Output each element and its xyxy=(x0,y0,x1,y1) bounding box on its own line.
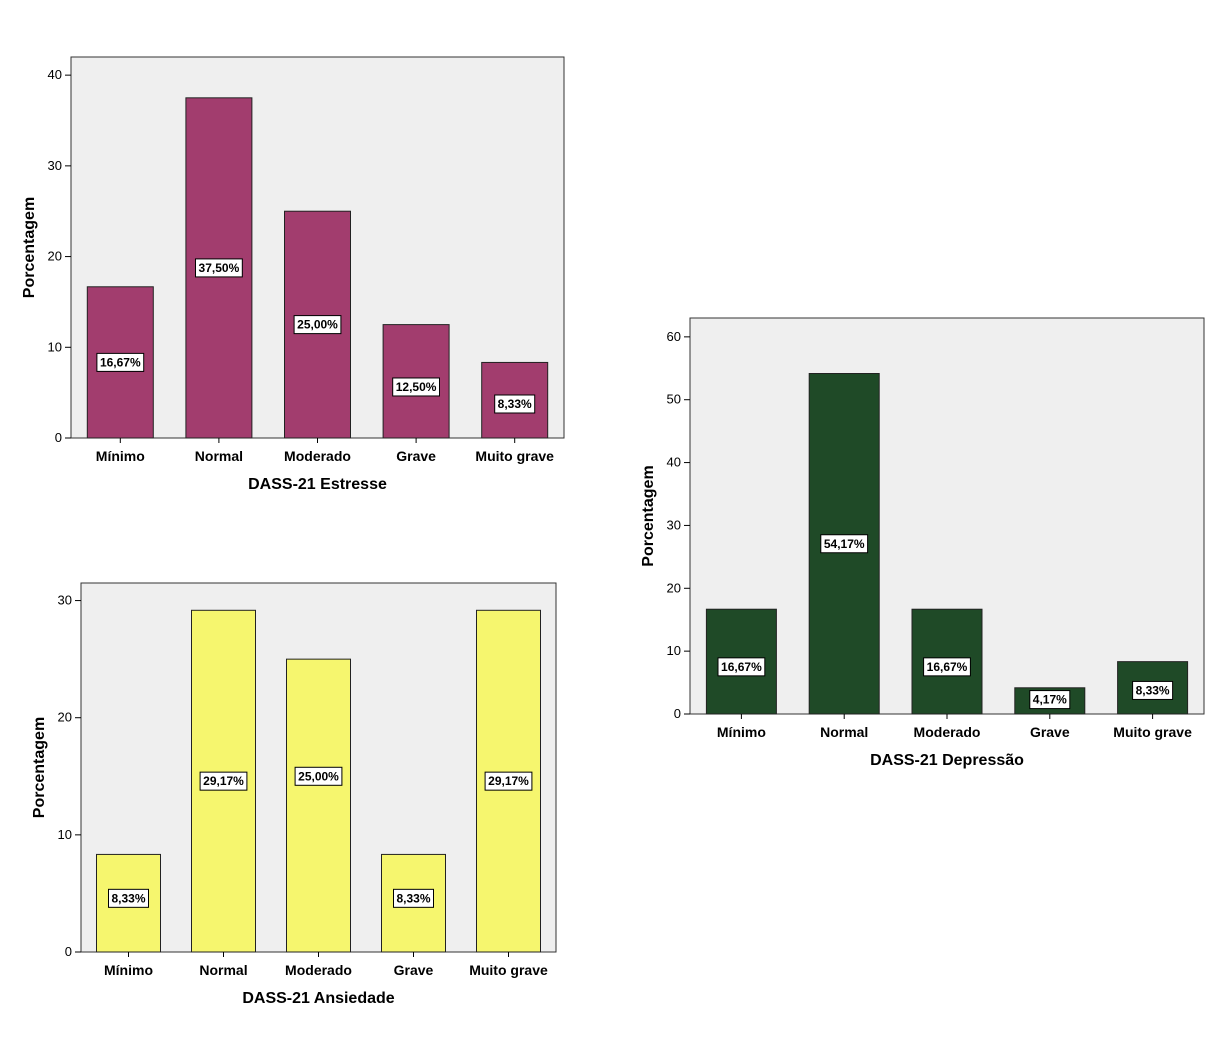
data-label-3: 16,67% xyxy=(923,657,971,677)
chart-2: 0 10 20 30 Mínimo 8,33% Normal 29,17% Moderado 25… xyxy=(31,582,557,1007)
data-label-text: 29,17% xyxy=(203,774,244,788)
data-label-box xyxy=(294,766,343,786)
y-tick-label: 0 xyxy=(65,944,72,959)
y-tick-label: 60 xyxy=(667,329,681,344)
category-label: Moderado xyxy=(285,962,352,978)
data-label-5: 8,33% xyxy=(494,394,536,414)
category-label: Muito grave xyxy=(469,962,548,978)
data-label-text: 54,17% xyxy=(824,537,865,551)
data-label-box xyxy=(1132,680,1174,700)
data-label-text: 16,67% xyxy=(721,660,762,674)
data-label-box xyxy=(393,888,434,908)
y-tick-label: 20 xyxy=(667,580,681,595)
category-label: Moderado xyxy=(284,448,351,464)
data-label-text: 16,67% xyxy=(927,660,968,674)
y-axis-title: Porcentagem xyxy=(21,197,38,298)
bar-5 xyxy=(1117,661,1189,715)
category-label: Normal xyxy=(195,448,243,464)
data-label-text: 16,67% xyxy=(100,355,141,369)
category-label: Normal xyxy=(199,962,247,978)
data-label-2: 54,17% xyxy=(820,534,869,554)
category-label: Mínimo xyxy=(96,448,145,464)
data-label-1: 8,33% xyxy=(108,888,149,908)
data-label-text: 37,50% xyxy=(199,261,240,275)
y-tick-label: 50 xyxy=(667,392,681,407)
data-label-3: 25,00% xyxy=(293,315,342,335)
data-label-text: 4,17% xyxy=(1033,693,1067,707)
data-label-text: 25,00% xyxy=(298,769,339,783)
data-label-box xyxy=(195,258,243,278)
y-tick-label: 40 xyxy=(667,455,681,470)
data-label-text: 8,33% xyxy=(396,891,430,905)
data-label-text: 12,50% xyxy=(396,380,437,394)
y-tick-label: 10 xyxy=(667,643,681,658)
data-label-3: 25,00% xyxy=(294,766,343,786)
data-label-text: 8,33% xyxy=(1136,683,1170,697)
category-label: Muito grave xyxy=(475,448,554,464)
data-label-2: 29,17% xyxy=(199,771,248,791)
y-axis-title: Porcentagem xyxy=(31,717,48,818)
data-label-box xyxy=(392,377,441,397)
y-tick-label: 40 xyxy=(48,67,62,82)
category-label: Mínimo xyxy=(104,962,153,978)
data-label-box xyxy=(199,771,248,791)
y-tick-label: 20 xyxy=(48,249,62,264)
y-axis-title: Porcentagem xyxy=(640,465,657,566)
data-label-box xyxy=(820,534,869,554)
category-label: Grave xyxy=(1030,724,1070,740)
x-axis-title: DASS-21 Estresse xyxy=(248,476,387,493)
data-label-box xyxy=(293,315,342,335)
category-label: Moderado xyxy=(914,724,981,740)
y-tick-label: 20 xyxy=(58,710,72,725)
y-tick-label: 0 xyxy=(55,430,62,445)
category-label: Grave xyxy=(394,962,434,978)
data-label-1: 16,67% xyxy=(96,352,145,372)
y-tick-label: 30 xyxy=(667,517,681,532)
data-label-2: 37,50% xyxy=(195,258,243,278)
data-label-text: 25,00% xyxy=(297,318,338,332)
data-label-4: 12,50% xyxy=(392,377,441,397)
data-label-box xyxy=(484,771,533,791)
data-label-box xyxy=(923,657,971,677)
y-tick-label: 30 xyxy=(58,593,72,608)
data-label-4: 4,17% xyxy=(1029,690,1071,710)
y-tick-label: 10 xyxy=(58,827,72,842)
category-label: Normal xyxy=(820,724,868,740)
x-axis-title: DASS-21 Depressão xyxy=(870,752,1024,769)
data-label-box xyxy=(717,657,766,677)
data-label-box xyxy=(1029,690,1071,710)
y-tick-label: 30 xyxy=(48,158,62,173)
chart-1: 0 10 20 30 40 Mínimo 16,67% Normal 37,50% Moderad… xyxy=(21,56,565,493)
data-label-box xyxy=(108,888,149,908)
data-label-5: 8,33% xyxy=(1132,680,1174,700)
data-label-4: 8,33% xyxy=(393,888,434,908)
data-label-text: 29,17% xyxy=(488,774,529,788)
data-label-text: 8,33% xyxy=(498,397,532,411)
bar-3 xyxy=(286,658,351,953)
category-label: Mínimo xyxy=(717,724,766,740)
y-tick-label: 0 xyxy=(674,706,681,721)
chart-3: 0 10 20 30 40 50 60 Mínimo 16,67% Normal 54,17% Mod… xyxy=(640,317,1205,769)
data-label-box xyxy=(96,352,145,372)
category-label: Grave xyxy=(396,448,436,464)
x-axis-title: DASS-21 Ansiedade xyxy=(242,990,394,1007)
data-label-box xyxy=(494,394,536,414)
data-label-text: 8,33% xyxy=(111,891,145,905)
data-label-5: 29,17% xyxy=(484,771,533,791)
data-label-1: 16,67% xyxy=(717,657,766,677)
category-label: Muito grave xyxy=(1113,724,1192,740)
y-tick-label: 10 xyxy=(48,339,62,354)
